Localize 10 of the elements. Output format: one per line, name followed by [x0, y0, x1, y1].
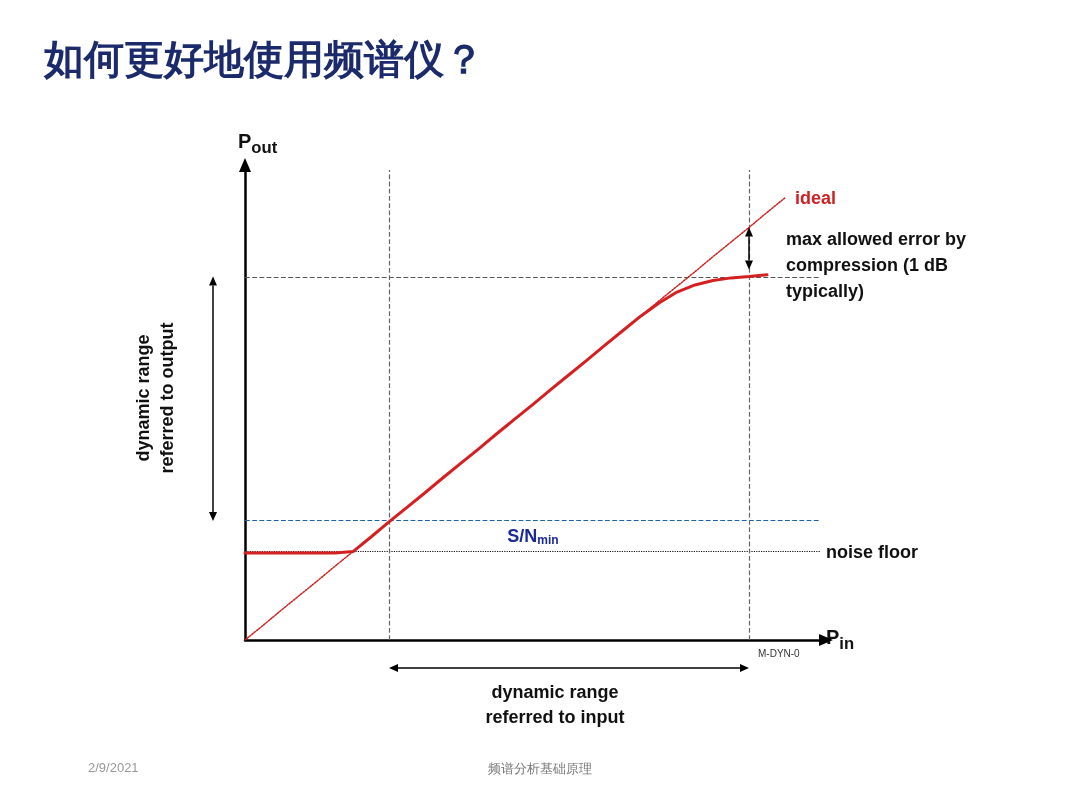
- chart-title: 如何更好地使用频谱仪？: [44, 34, 484, 84]
- text: 2/9/2021: [88, 760, 139, 775]
- y-axis-title: P$_{out}$: [238, 130, 278, 158]
- text: dynamic range referred to output: [132, 321, 178, 476]
- text: M-DYN-0: [758, 648, 800, 659]
- series-label: ideal: [795, 187, 837, 208]
- text: 频谱分析基础原理: [487, 760, 593, 778]
- text: dynamic range referred to input: [484, 681, 626, 729]
- annotation: max allowed error by compression (1 dB typically): [786, 228, 968, 303]
- ref-line-label: noise floor: [826, 541, 919, 562]
